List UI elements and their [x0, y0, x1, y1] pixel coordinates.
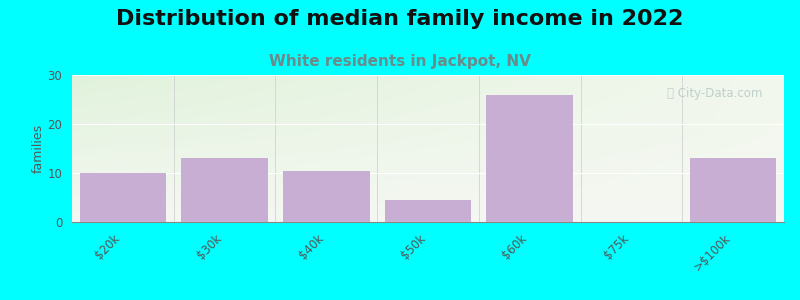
Text: Distribution of median family income in 2022: Distribution of median family income in …	[116, 9, 684, 29]
Bar	[486, 94, 573, 222]
Bar	[182, 158, 268, 222]
Text: ⓘ City-Data.com: ⓘ City-Data.com	[667, 87, 762, 100]
Bar	[385, 200, 471, 222]
Bar	[80, 173, 166, 222]
Y-axis label: families: families	[32, 124, 45, 173]
Bar	[283, 170, 370, 222]
Bar	[690, 158, 776, 222]
Text: White residents in Jackpot, NV: White residents in Jackpot, NV	[269, 54, 531, 69]
